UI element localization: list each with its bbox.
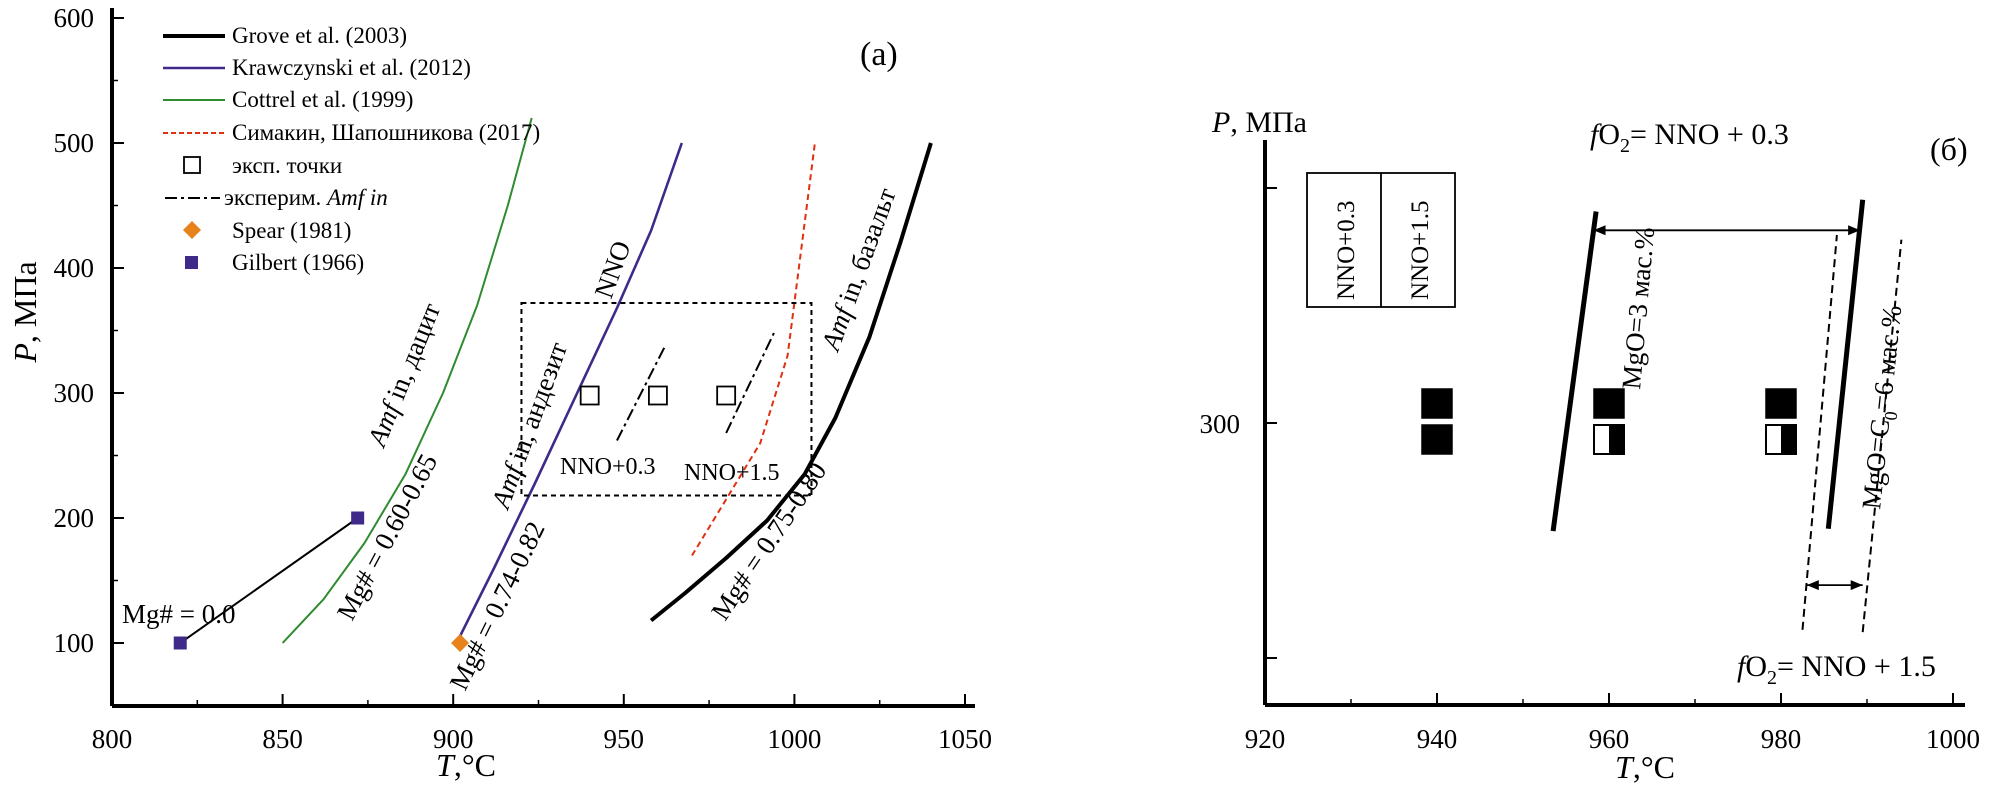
y-tick-label-600: 600: [54, 3, 95, 33]
b-x-tick-label-920: 920: [1245, 724, 1286, 754]
panel-b-x-axis-title: T,°C: [1615, 749, 1675, 785]
cottrel-1999-curve: [281, 117, 533, 644]
legend-box-nno15: NNO+1.5: [1407, 200, 1434, 300]
grove-2003-curve: [649, 142, 933, 623]
phase-boundary-line-0: [1550, 211, 1599, 532]
fo2-arrowhead-right-1: [1850, 580, 1863, 591]
x-tick-label-800: 800: [92, 724, 133, 754]
panel-b-legend-box: NNO+0.3 NNO+1.5: [1306, 172, 1456, 308]
panel-a-legend: Grove et al. (2003) Krawczynski et al. (…: [163, 23, 540, 275]
annotation-amf-dacite: Amf in, дацит: [361, 299, 446, 452]
panel-b-lines: [1550, 199, 1903, 633]
x-tick-label-950: 950: [604, 724, 645, 754]
phase-boundary-line-3: [1861, 239, 1903, 633]
legend-gilbert-swatch: [185, 256, 198, 269]
panel-b-y-ticks: 300: [1200, 187, 1277, 659]
y-tick-label-200: 200: [54, 503, 95, 533]
panel-a-markers: [173, 385, 737, 652]
panel-a-x-ticks: 800 850 900 950 1000 1050: [92, 694, 992, 754]
experiment-region-box: [520, 302, 813, 497]
b-x-tick-label-980: 980: [1761, 724, 1802, 754]
panel-a-axes: [110, 8, 975, 708]
y-tick-label-100: 100: [54, 628, 95, 658]
krawczynski-2012-curve: [455, 142, 684, 644]
legend-gilbert-label: Gilbert (1966): [232, 250, 364, 275]
b-x-tick-label-940: 940: [1417, 724, 1458, 754]
legend-spear-label: Spear (1981): [232, 218, 351, 243]
panel-a-x-axis-title: T,°C: [436, 747, 496, 783]
gilbert-point-0: [173, 636, 187, 650]
annotation-amf-andesite: Amf in, андезит: [485, 338, 574, 514]
annotation-nno: NNO: [588, 237, 636, 302]
legend-exp-points-swatch: [183, 156, 201, 174]
annotation-amf-basalt: Amf in, базальт: [815, 184, 902, 356]
square-upper-980: [1765, 388, 1797, 419]
x-tick-label-1000: 1000: [767, 724, 821, 754]
panel-b-y-axis-title: P, МПа: [1211, 106, 1307, 139]
annotation-nno-15: NNO+1.5: [684, 460, 780, 486]
fo2-arrowhead-left-0: [1593, 225, 1606, 236]
fo2-arrowhead-right-0: [1848, 225, 1861, 236]
panel-b-chart: 920 940 960 980 1000 300 (б) T,°C P, МПа NNO…: [1200, 106, 1981, 785]
panel-a-y-axis-title: P, МПа: [7, 261, 43, 363]
panel-b-squares: [1421, 388, 1797, 455]
square-lower-940: [1421, 424, 1453, 455]
gilbert-connector: [179, 517, 359, 644]
annotation-fo2-top: fO2= NNO + 0.3: [1590, 118, 1789, 157]
annotation-mg-dacite: Mg# = 0.60-0.65: [331, 449, 444, 625]
annotation-mg-andesite: Mg# = 0.74-0.82: [443, 517, 550, 695]
exp-point-0: [579, 385, 600, 406]
b-x-tick-label-960: 960: [1589, 724, 1630, 754]
phase-boundary-line-2: [1801, 234, 1838, 630]
y-tick-label-400: 400: [54, 253, 95, 283]
annotation-mgo3: MgO=3 мас.%: [1616, 226, 1660, 391]
legend-cottrel-label: Cottrel et al. (1999): [232, 87, 413, 112]
legend-krawczynski-label: Krawczynski et al. (2012): [232, 55, 471, 80]
y-tick-label-300: 300: [54, 378, 95, 408]
annotation-nno-03: NNO+0.3: [560, 454, 656, 480]
square-lower-fill-960: [1609, 425, 1624, 454]
phase-boundary-line-1: [1825, 199, 1866, 530]
legend-spear-swatch: [183, 221, 201, 239]
panel-a-chart: 800 850 900 950 1000 1050 100200300400500600 …: [7, 3, 992, 783]
fo2-arrowhead-left-1: [1806, 580, 1819, 591]
panel-a-series: [281, 117, 933, 644]
square-lower-fill-980: [1781, 425, 1796, 454]
legend-exp-points-label: эксп. точки: [232, 153, 342, 178]
legend-dashdot-label: эксперим. Amf in: [224, 185, 388, 210]
simakin-2017-curve: [691, 142, 816, 557]
exp-amf-in-line-0: [616, 346, 666, 441]
annotation-fo2-bottom: fO2= NNO + 1.5: [1737, 650, 1936, 689]
exp-amf-in-line-1: [725, 332, 775, 434]
square-upper-960: [1593, 388, 1625, 419]
x-tick-label-1050: 1050: [938, 724, 992, 754]
x-tick-label-850: 850: [262, 724, 303, 754]
panel-a-label: (a): [860, 36, 898, 73]
legend-simakin-label: Симакин, Шапошникова (2017): [232, 120, 540, 145]
x-tick-label-900: 900: [433, 724, 474, 754]
b-x-tick-label-1000: 1000: [1926, 724, 1980, 754]
gilbert-point-1: [351, 511, 365, 525]
panel-a-y-ticks: 100 200 300 400 500 600: [54, 3, 124, 707]
annotation-mg0: Mg# = 0.0: [122, 599, 235, 629]
legend-box-nno03: NNO+0.3: [1333, 200, 1360, 300]
annotation-mgo6: MgO=C0=6 мас.%: [1856, 304, 1912, 511]
exp-point-2: [716, 385, 737, 406]
legend-grove-label: Grove et al. (2003): [232, 23, 407, 48]
exp-point-1: [648, 385, 668, 406]
y-tick-label-500: 500: [54, 128, 95, 158]
panel-b-label: (б): [1930, 131, 1968, 167]
spear-point-0: [451, 634, 470, 652]
b-y-tick-label-300: 300: [1200, 409, 1241, 439]
panel-b-x-ticks: 920 940 960 980 1000: [1245, 693, 1980, 754]
square-upper-940: [1421, 388, 1453, 419]
